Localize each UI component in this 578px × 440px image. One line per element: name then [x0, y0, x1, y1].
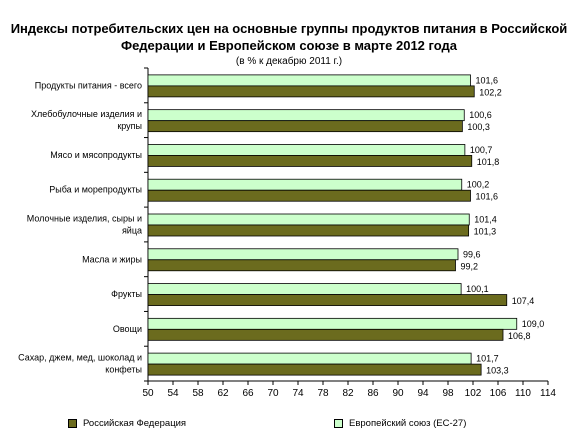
legend-label-russia: Российская Федерация: [83, 417, 187, 429]
data-label-eu: 99,6: [463, 249, 481, 259]
x-tick-label: 74: [292, 388, 304, 399]
x-tick-label: 102: [465, 388, 482, 399]
data-label-eu: 100,2: [467, 180, 490, 190]
x-tick-label: 90: [392, 388, 404, 399]
data-label-russia: 102,2: [479, 87, 502, 97]
bar-eu: [147, 317, 518, 330]
bar-russia: [147, 363, 482, 376]
bar-eu: [147, 213, 470, 226]
data-label-russia: 101,6: [476, 192, 499, 202]
data-label-eu: 100,7: [470, 145, 493, 155]
data-label-eu: 100,6: [469, 110, 492, 120]
x-tick-label: 54: [167, 388, 179, 399]
data-label-eu: 101,4: [474, 215, 497, 225]
x-tick-label: 82: [342, 388, 354, 399]
x-tick-label: 110: [515, 388, 531, 399]
category-label: Фрукты: [111, 289, 142, 299]
category-label: Овощи: [113, 324, 142, 334]
x-tick-label: 114: [540, 388, 556, 399]
data-label-russia: 106,8: [508, 331, 531, 341]
category-label: Масла и жиры: [82, 254, 142, 264]
legend-item-eu: Европейский союз (ЕС-27): [334, 416, 466, 430]
bar-russia: [147, 155, 473, 167]
x-tick-label: 66: [242, 388, 254, 399]
bar-russia: [147, 328, 504, 341]
category-label: Рыба и морепродукты: [49, 185, 142, 195]
bar-eu: [147, 144, 466, 156]
data-label-eu: 100,1: [466, 284, 489, 294]
category-label: Сахар, джем, мед, шоколад и конфеты: [18, 353, 142, 375]
bar-eu: [147, 178, 463, 191]
x-tick-label: 106: [490, 388, 507, 399]
x-tick-label: 58: [192, 388, 204, 399]
bar-russia: [147, 224, 470, 237]
x-tick-label: 70: [267, 388, 279, 399]
bar-russia: [147, 259, 456, 272]
bar-eu: [147, 352, 472, 365]
legend-swatch-russia: [68, 418, 77, 428]
x-tick-label: 94: [417, 388, 429, 399]
bar-russia: [147, 189, 471, 202]
data-label-eu: 109,0: [522, 319, 545, 329]
bar-russia: [147, 85, 475, 98]
x-tick-label: 50: [142, 388, 154, 399]
data-label-russia: 101,3: [474, 227, 497, 237]
category-label: Продукты питания - всего: [35, 80, 142, 90]
category-label: Мясо и мясопродукты: [50, 150, 142, 160]
bar-russia: [147, 294, 508, 306]
data-label-russia: 107,4: [512, 296, 535, 306]
bar-eu: [147, 109, 465, 122]
data-label-eu: 101,6: [476, 75, 499, 85]
legend-item-russia: Российская Федерация: [68, 416, 186, 430]
bar-russia: [147, 120, 463, 133]
data-label-russia: 103,3: [486, 366, 509, 376]
data-label-eu: 101,7: [476, 354, 499, 364]
bar-eu: [147, 74, 471, 87]
chart-subtitle: (в % к декабрю 2011 г.): [235, 56, 343, 67]
bar-eu: [147, 248, 459, 261]
data-label-russia: 100,3: [467, 122, 490, 132]
x-tick-label: 62: [217, 388, 229, 399]
legend-label-eu: Европейский союз (ЕС-27): [349, 417, 467, 429]
legend-swatch-eu: [334, 418, 343, 428]
x-tick-label: 98: [442, 388, 454, 399]
category-label: Молочные изделия, сыры и яйца: [27, 214, 142, 236]
chart-title: Индексы потребительских цен на основные …: [10, 21, 568, 53]
x-tick-label: 78: [317, 388, 329, 399]
x-tick-label: 86: [367, 388, 379, 399]
category-label: Хлебобулочные изделия и крупы: [31, 109, 142, 131]
bar-eu: [147, 283, 462, 295]
data-label-russia: 99,2: [461, 261, 479, 271]
data-label-russia: 101,8: [477, 157, 500, 167]
